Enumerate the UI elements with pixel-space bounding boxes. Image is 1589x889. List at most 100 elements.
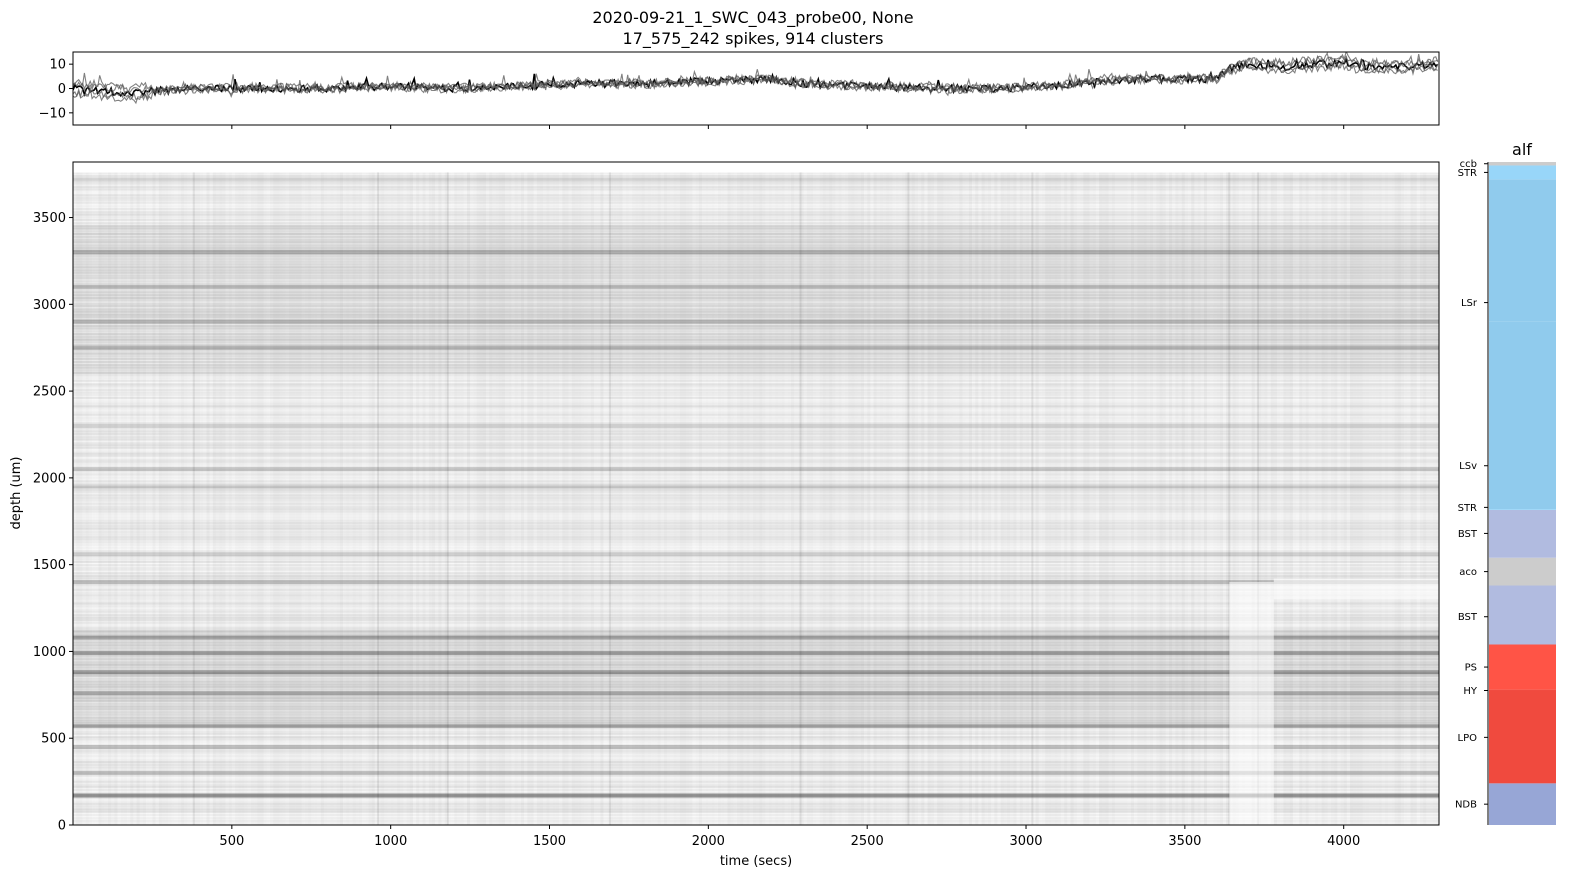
raster-depth-row (73, 676, 1439, 679)
raster-depth-row (73, 214, 1439, 217)
raster-time-column (540, 162, 543, 825)
raster-depth-row (73, 650, 1439, 653)
raster-depth-row (73, 571, 1439, 574)
raster-depth-row (73, 792, 1439, 795)
raster-time-column (1201, 162, 1204, 825)
raster-time-column (1423, 162, 1426, 825)
raster-depth-row (73, 639, 1439, 642)
raster-time-column (76, 162, 79, 825)
raster-depth-row (73, 557, 1439, 560)
raster-depth-row (73, 603, 1439, 606)
raster-time-column (340, 162, 343, 825)
raster-y-axis-label: depth (um) (9, 456, 24, 529)
raster-depth-row (73, 390, 1439, 393)
raster-depth-row (73, 187, 1439, 190)
raster-time-column (311, 162, 314, 825)
raster-depth-row (73, 315, 1439, 318)
raster-depth-row (73, 262, 1439, 265)
raster-depth-row (73, 354, 1439, 357)
raster-time-column (1204, 162, 1207, 825)
raster-depth-row (73, 209, 1439, 212)
raster-depth-row (73, 511, 1439, 513)
raster-time-column (1109, 162, 1112, 825)
raster-y-tick-label: 0 (58, 819, 66, 834)
raster-time-column (489, 162, 492, 825)
raster-time-column (1331, 162, 1334, 825)
raster-time-column (791, 162, 794, 825)
raster-time-column (1337, 162, 1340, 825)
raster-depth-row (73, 554, 1439, 557)
raster-time-column (1055, 162, 1058, 825)
raster-time-column (111, 162, 114, 825)
raster-quiet-region (1273, 578, 1439, 600)
raster-depth-row (73, 504, 1439, 507)
raster-time-column (750, 162, 753, 825)
raster-time-column (553, 162, 556, 825)
drift-y-axis: 10 0 −10 (39, 58, 73, 121)
raster-depth-row (73, 760, 1439, 763)
raster-time-column (581, 162, 584, 825)
raster-depth-row (73, 814, 1439, 817)
raster-depth-row (73, 634, 1439, 637)
raster-dark-band (73, 770, 1439, 775)
raster-depth-row (73, 737, 1439, 740)
raster-time-column (359, 162, 362, 825)
raster-time-column (613, 162, 616, 825)
raster-depth-row (73, 387, 1439, 390)
raster-time-column (1293, 162, 1296, 825)
raster-time-column (638, 162, 641, 825)
raster-y-tick-label: 2500 (33, 385, 66, 400)
raster-time-column (1274, 162, 1277, 825)
raster-depth-row (73, 362, 1439, 365)
raster-time-column (1372, 162, 1375, 825)
raster-time-column (537, 162, 540, 825)
raster-time-column (597, 162, 600, 825)
raster-depth-row (73, 179, 1439, 182)
raster-depth-row (73, 750, 1439, 752)
raster-time-column (1328, 162, 1331, 825)
raster-time-column (400, 162, 403, 825)
raster-time-column (721, 162, 724, 825)
raster-time-column (683, 162, 686, 825)
raster-time-column (524, 162, 527, 825)
raster-depth-row (73, 773, 1439, 776)
raster-time-column (1182, 162, 1185, 825)
raster-time-column (829, 162, 832, 825)
raster-time-column (238, 162, 241, 825)
raster-depth-row (73, 264, 1439, 267)
raster-depth-row (73, 807, 1439, 810)
raster-time-column (991, 162, 994, 825)
raster-depth-row (73, 234, 1439, 237)
raster-time-column (302, 162, 305, 825)
raster-time-column (880, 162, 883, 825)
raster-time-column (165, 162, 168, 825)
raster-depth-row (73, 432, 1439, 435)
raster-depth-row (73, 628, 1439, 631)
raster-time-column (794, 162, 797, 825)
raster-time-column (559, 162, 562, 825)
raster-depth-row (73, 429, 1439, 432)
raster-depth-row (73, 353, 1439, 356)
raster-depth-row (73, 312, 1439, 315)
raster-time-column (680, 162, 683, 825)
raster-x-axis: 500 1000 1500 2000 2500 3000 3500 4000 (219, 825, 1360, 849)
raster-depth-row (73, 559, 1439, 562)
raster-dark-band (73, 319, 1439, 324)
raster-depth-row (73, 250, 1439, 253)
atlas-region-label: LSv (1459, 461, 1477, 472)
raster-time-column (902, 162, 905, 825)
raster-depth-row (73, 665, 1439, 668)
raster-time-column (92, 162, 95, 825)
raster-depth-row (73, 664, 1439, 667)
raster-time-column (807, 162, 810, 825)
raster-depth-row (73, 359, 1439, 362)
raster-time-column (1388, 162, 1391, 825)
raster-depth-row (73, 186, 1439, 189)
raster-time-column (1001, 162, 1004, 825)
raster-depth-row (73, 242, 1439, 245)
raster-time-column (1029, 162, 1032, 825)
raster-depth-row (73, 201, 1439, 204)
raster-depth-row (73, 481, 1439, 484)
raster-depth-row (73, 785, 1439, 788)
raster-time-column (670, 162, 673, 825)
